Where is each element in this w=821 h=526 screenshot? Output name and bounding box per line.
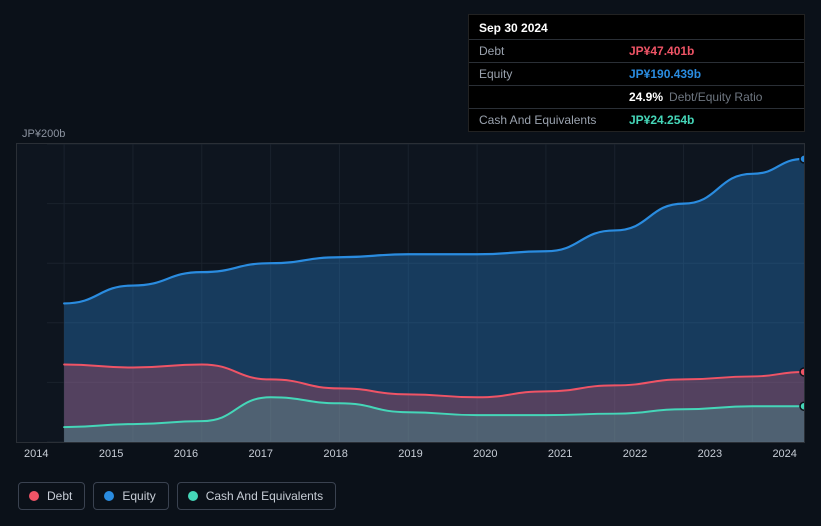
xaxis-tick: 2015: [99, 448, 123, 460]
chart-tooltip: Sep 30 2024 Debt JP¥47.401b Equity JP¥190.4…: [468, 14, 805, 132]
tooltip-row: Equity JP¥190.439b: [469, 62, 804, 85]
xaxis-tick: 2020: [473, 448, 497, 460]
legend-item[interactable]: Cash And Equivalents: [177, 482, 336, 510]
tooltip-row-value: JP¥24.254b: [629, 113, 694, 127]
legend-swatch: [104, 491, 114, 501]
yaxis-top-label: JP¥200b: [22, 128, 65, 140]
xaxis-tick: 2017: [249, 448, 273, 460]
xaxis-tick: 2022: [623, 448, 647, 460]
tooltip-row-label: Cash And Equivalents: [479, 113, 619, 127]
tooltip-row: Cash And Equivalents JP¥24.254b: [469, 108, 804, 131]
tooltip-row-value: JP¥47.401b: [629, 44, 694, 58]
legend-label: Cash And Equivalents: [206, 489, 323, 503]
tooltip-row: 24.9% Debt/Equity Ratio: [469, 85, 804, 108]
tooltip-row-extra: Debt/Equity Ratio: [669, 90, 762, 104]
legend-swatch: [188, 491, 198, 501]
legend-label: Equity: [122, 489, 155, 503]
tooltip-row-label: Equity: [479, 67, 619, 81]
xaxis-tick: 2021: [548, 448, 572, 460]
financial-history-chart: [16, 143, 805, 443]
legend-item[interactable]: Debt: [18, 482, 85, 510]
tooltip-date: Sep 30 2024: [469, 15, 804, 39]
xaxis-tick: 2018: [323, 448, 347, 460]
xaxis-tick: 2023: [698, 448, 722, 460]
tooltip-row-value: 24.9%: [629, 90, 663, 104]
xaxis: 2014 2015 2016 2017 2018 2019 2020 2021 2022 2023…: [16, 448, 805, 460]
tooltip-row: Debt JP¥47.401b: [469, 39, 804, 62]
tooltip-row-label: [479, 90, 619, 104]
xaxis-tick: 2019: [398, 448, 422, 460]
legend: Debt Equity Cash And Equivalents: [18, 482, 336, 510]
legend-swatch: [29, 491, 39, 501]
xaxis-tick: 2014: [24, 448, 48, 460]
tooltip-row-label: Debt: [479, 44, 619, 58]
xaxis-tick: 2016: [174, 448, 198, 460]
xaxis-tick: 2024: [772, 448, 796, 460]
legend-item[interactable]: Equity: [93, 482, 168, 510]
legend-label: Debt: [47, 489, 72, 503]
tooltip-row-value: JP¥190.439b: [629, 67, 701, 81]
